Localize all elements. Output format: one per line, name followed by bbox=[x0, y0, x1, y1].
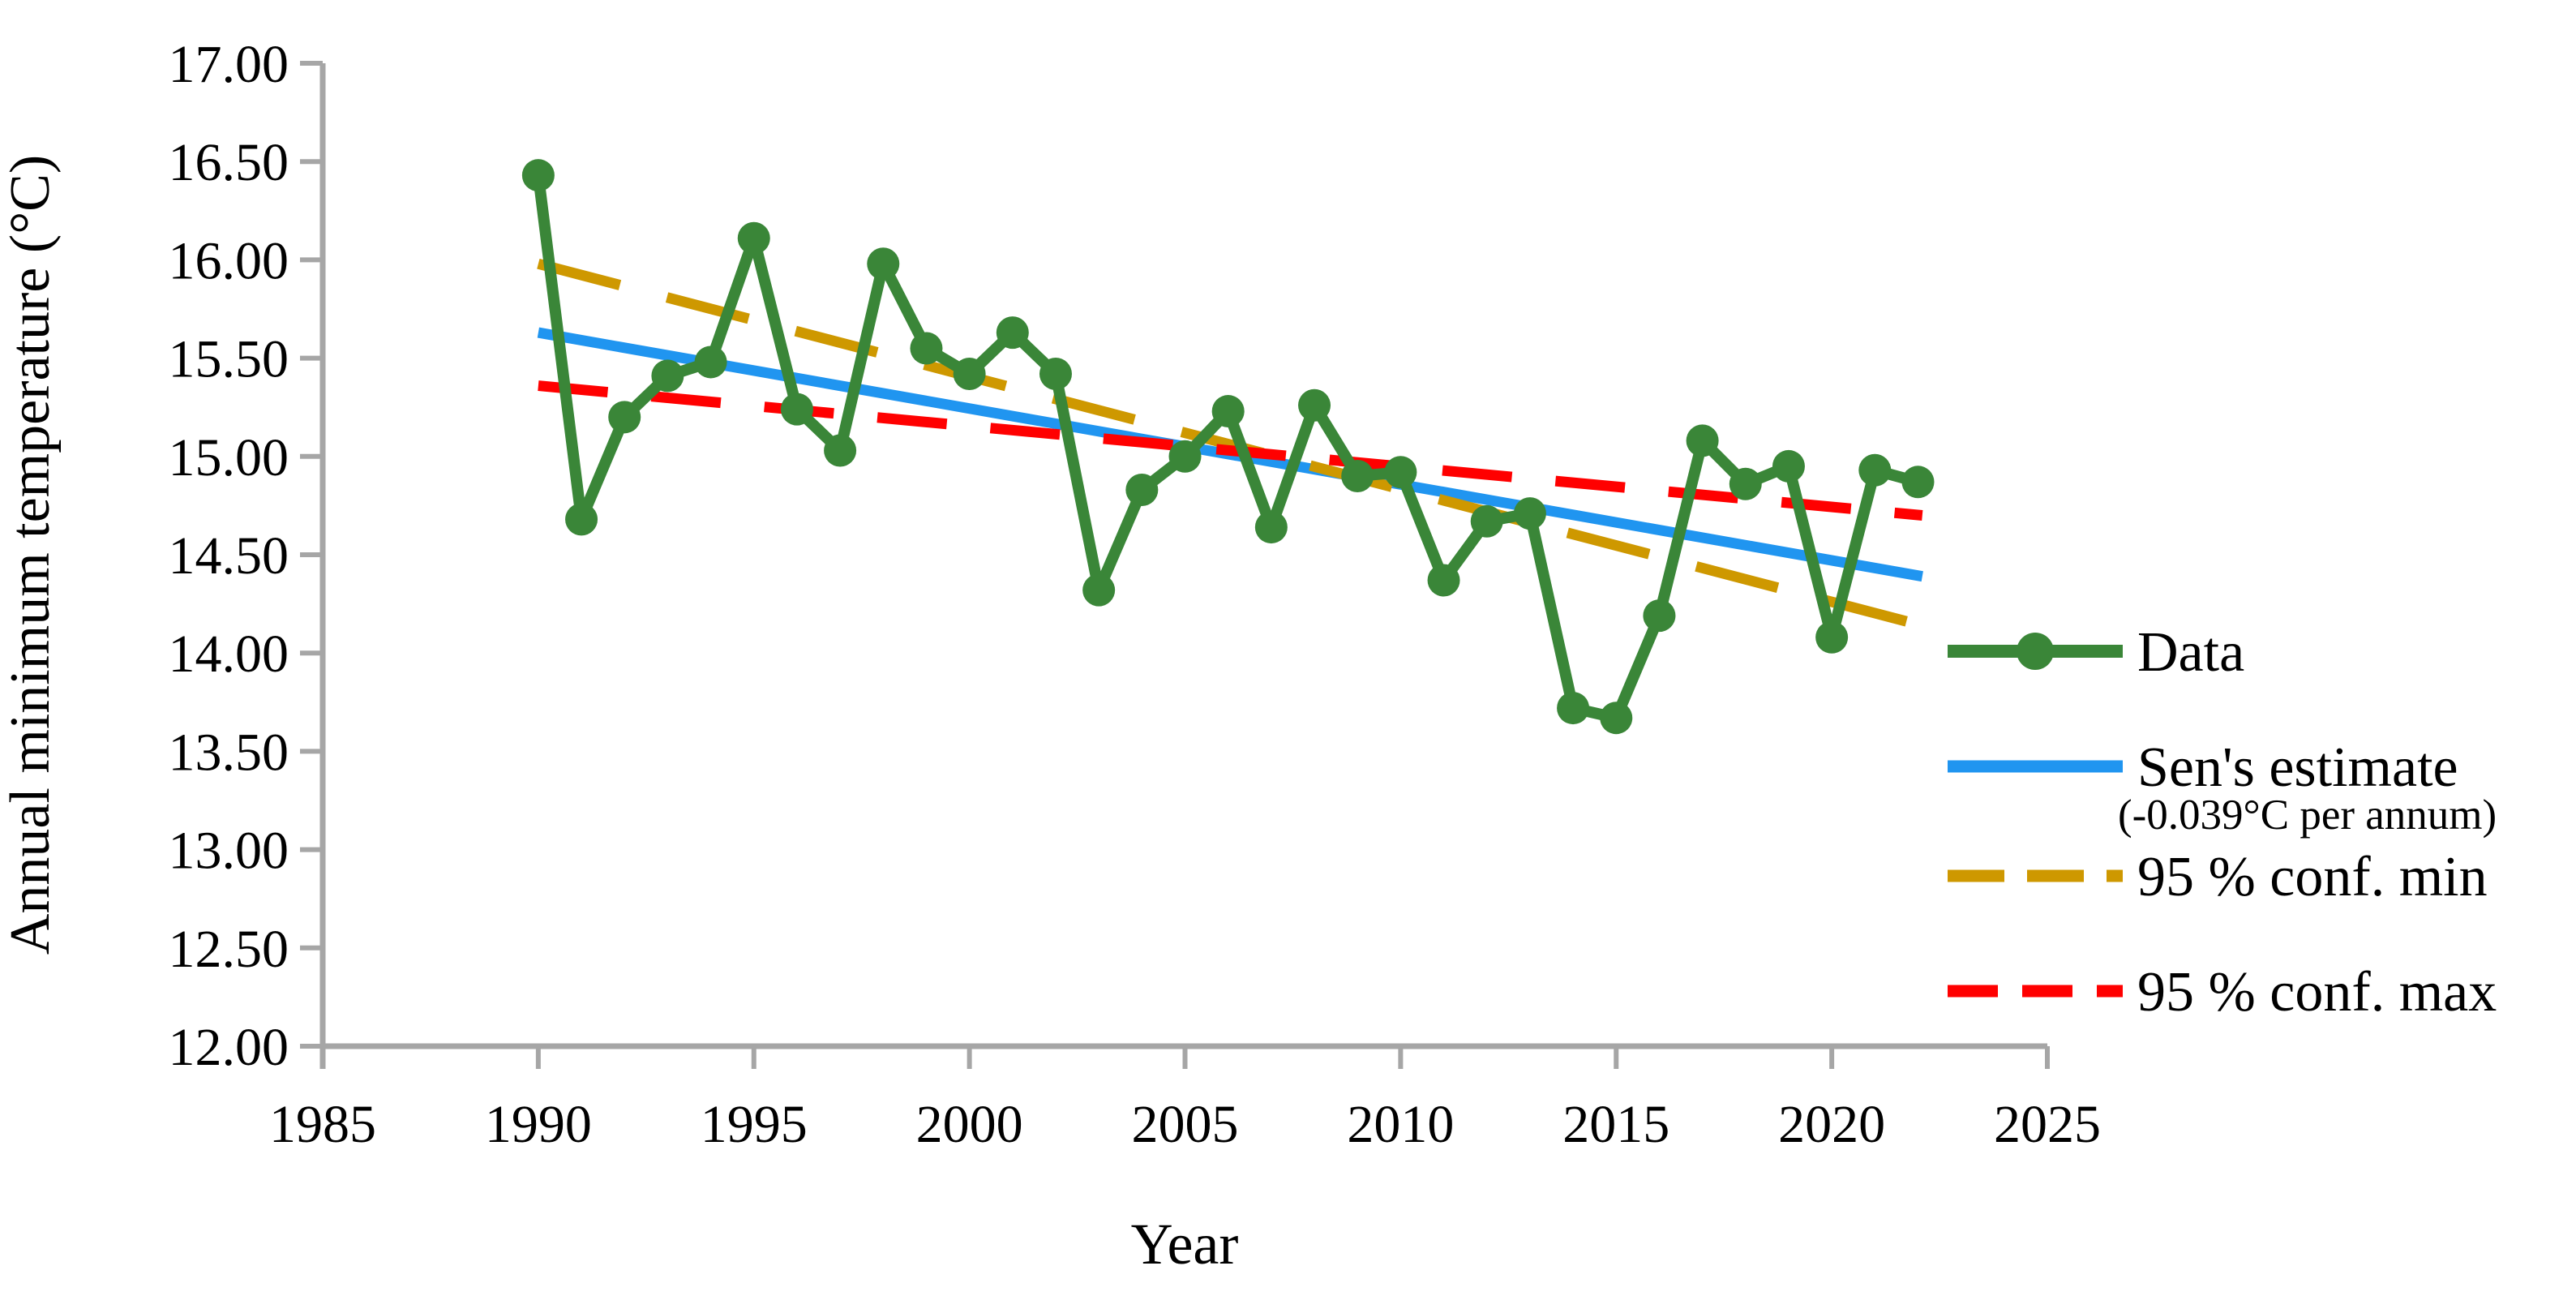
data-point bbox=[565, 503, 598, 536]
data-point bbox=[1901, 466, 1935, 499]
legend-item-annotation: (-0.039°C per annum) bbox=[2118, 792, 2497, 839]
x-tick-label: 2020 bbox=[1778, 1095, 1885, 1154]
data-point bbox=[1211, 395, 1245, 428]
data-point bbox=[737, 221, 770, 255]
y-tick-label: 14.50 bbox=[169, 526, 289, 586]
data-point bbox=[1470, 504, 1503, 538]
data-point bbox=[867, 247, 900, 281]
y-axis-title: Annual minimum temperature (°C) bbox=[0, 155, 62, 955]
x-tick-label: 2025 bbox=[1994, 1095, 2101, 1154]
x-tick-label: 2005 bbox=[1132, 1095, 1239, 1154]
series-lines bbox=[521, 159, 1935, 735]
x-axis-title: Year bbox=[1131, 1212, 1239, 1277]
data-point bbox=[1858, 453, 1892, 487]
x-tick-label: 2015 bbox=[1562, 1095, 1669, 1154]
data-point bbox=[1772, 449, 1805, 483]
x-tick-label: 2000 bbox=[916, 1095, 1023, 1154]
x-tick-label: 1995 bbox=[701, 1095, 808, 1154]
axes: 17.00 16.50 16.00 15.50 15.00 14.50 14.00 13.50… bbox=[169, 35, 2102, 1154]
data-point bbox=[1039, 357, 1072, 390]
y-tick-label: 12.50 bbox=[169, 920, 289, 979]
data-point bbox=[1557, 692, 1590, 725]
data-point bbox=[1729, 467, 1762, 500]
data-point bbox=[608, 401, 641, 434]
legend-item-label: Sen's estimate bbox=[2137, 736, 2458, 799]
data-point bbox=[1384, 456, 1417, 489]
data-point bbox=[694, 345, 727, 379]
data-point bbox=[1815, 620, 1849, 654]
legend-item-data: Data bbox=[1948, 621, 2244, 684]
data-point bbox=[824, 434, 857, 467]
legend-item-label: 95 % conf. min bbox=[2137, 846, 2488, 908]
legend-item-conf_min: 95 % conf. min bbox=[1948, 846, 2488, 908]
y-tick-label: 16.50 bbox=[169, 133, 289, 192]
x-tick-label: 1990 bbox=[485, 1095, 592, 1154]
data-point bbox=[1341, 460, 1374, 493]
data-point bbox=[1427, 564, 1460, 597]
data-point bbox=[1513, 497, 1546, 530]
data-point bbox=[1254, 511, 1288, 544]
legend-item-sen: Sen's estimate(-0.039°C per annum) bbox=[1948, 736, 2497, 839]
data-point bbox=[996, 316, 1029, 350]
legend: Data Sen's estimate(-0.039°C per annum) 95… bbox=[1948, 621, 2497, 1023]
data-point bbox=[1643, 599, 1676, 633]
y-tick-label: 13.00 bbox=[169, 822, 289, 881]
y-tick-label: 16.00 bbox=[169, 231, 289, 290]
data-point bbox=[1168, 440, 1202, 473]
data-point bbox=[651, 359, 684, 393]
legend-sample-marker bbox=[2017, 633, 2054, 670]
y-tick-label: 17.00 bbox=[169, 35, 289, 94]
data-point bbox=[953, 357, 986, 390]
data-point bbox=[1298, 388, 1331, 422]
data-point bbox=[1125, 474, 1159, 507]
data-point bbox=[1082, 573, 1116, 607]
data-point bbox=[521, 159, 555, 192]
y-tick-label: 13.50 bbox=[169, 723, 289, 782]
x-tick-label: 2010 bbox=[1347, 1095, 1454, 1154]
y-tick-label: 15.50 bbox=[169, 330, 289, 389]
y-tick-label: 15.00 bbox=[169, 428, 289, 487]
y-tick-label: 14.00 bbox=[169, 624, 289, 684]
legend-item-conf_max: 95 % conf. max bbox=[1948, 961, 2497, 1023]
data-point bbox=[910, 332, 943, 365]
legend-item-label: Data bbox=[2137, 621, 2244, 684]
x-tick-label: 1985 bbox=[269, 1095, 376, 1154]
data-point bbox=[1600, 702, 1633, 735]
conf-min-line bbox=[537, 258, 1924, 631]
data-point bbox=[1686, 424, 1719, 457]
legend-item-label: 95 % conf. max bbox=[2137, 961, 2497, 1023]
y-tick-label: 12.00 bbox=[169, 1018, 289, 1077]
data-point bbox=[780, 393, 813, 426]
